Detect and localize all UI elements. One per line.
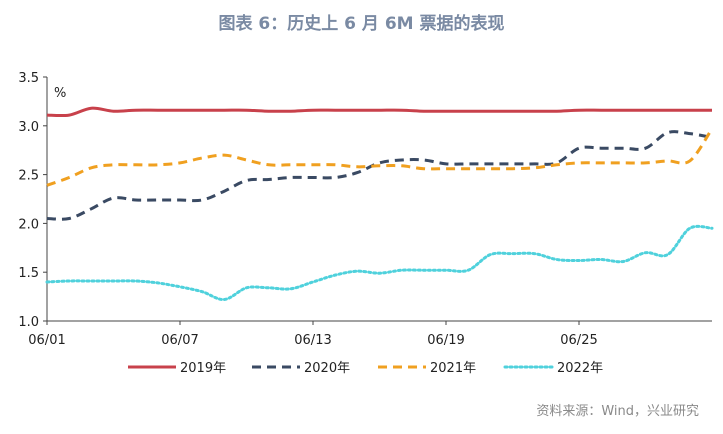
x-tick-label: 06/13 [294,333,331,348]
y-tick-label: 2.0 [18,217,39,232]
series-line-4 [45,224,714,302]
y-tick-label: 2.5 [18,169,39,184]
y-tick-label: 1.5 [18,266,39,281]
legend-label: 2021年 [430,361,476,376]
x-tick-label: 06/25 [560,333,597,348]
legend-label: 2020年 [304,361,350,376]
legend-label: 2019年 [180,361,226,376]
legend: 2019年 2020年 2021年 2022年 [128,361,603,376]
y-tick-label: 1.0 [18,315,39,330]
series-line-1 [46,106,712,118]
y-tick-label: 3.0 [18,120,39,135]
y-tick-label: 3.5 [18,71,39,86]
x-tick-label: 06/07 [161,333,198,348]
series-line-2 [46,130,713,221]
series-line-3 [46,127,714,187]
x-tick-label: 06/01 [28,333,65,348]
y-unit-label: % [54,86,66,101]
source-note: 资料来源：Wind，兴业研究 [536,404,699,419]
chart-title: 图表 6：历史上 6 月 6M 票据的表现 [218,14,505,34]
legend-label: 2022年 [557,361,603,376]
series-layer [45,106,714,302]
axes: 1.0 1.5 2.0 2.5 3.0 3.5% 06/01 06/07 06/13 06/19 0… [18,71,712,348]
x-tick-label: 06/19 [427,333,464,348]
